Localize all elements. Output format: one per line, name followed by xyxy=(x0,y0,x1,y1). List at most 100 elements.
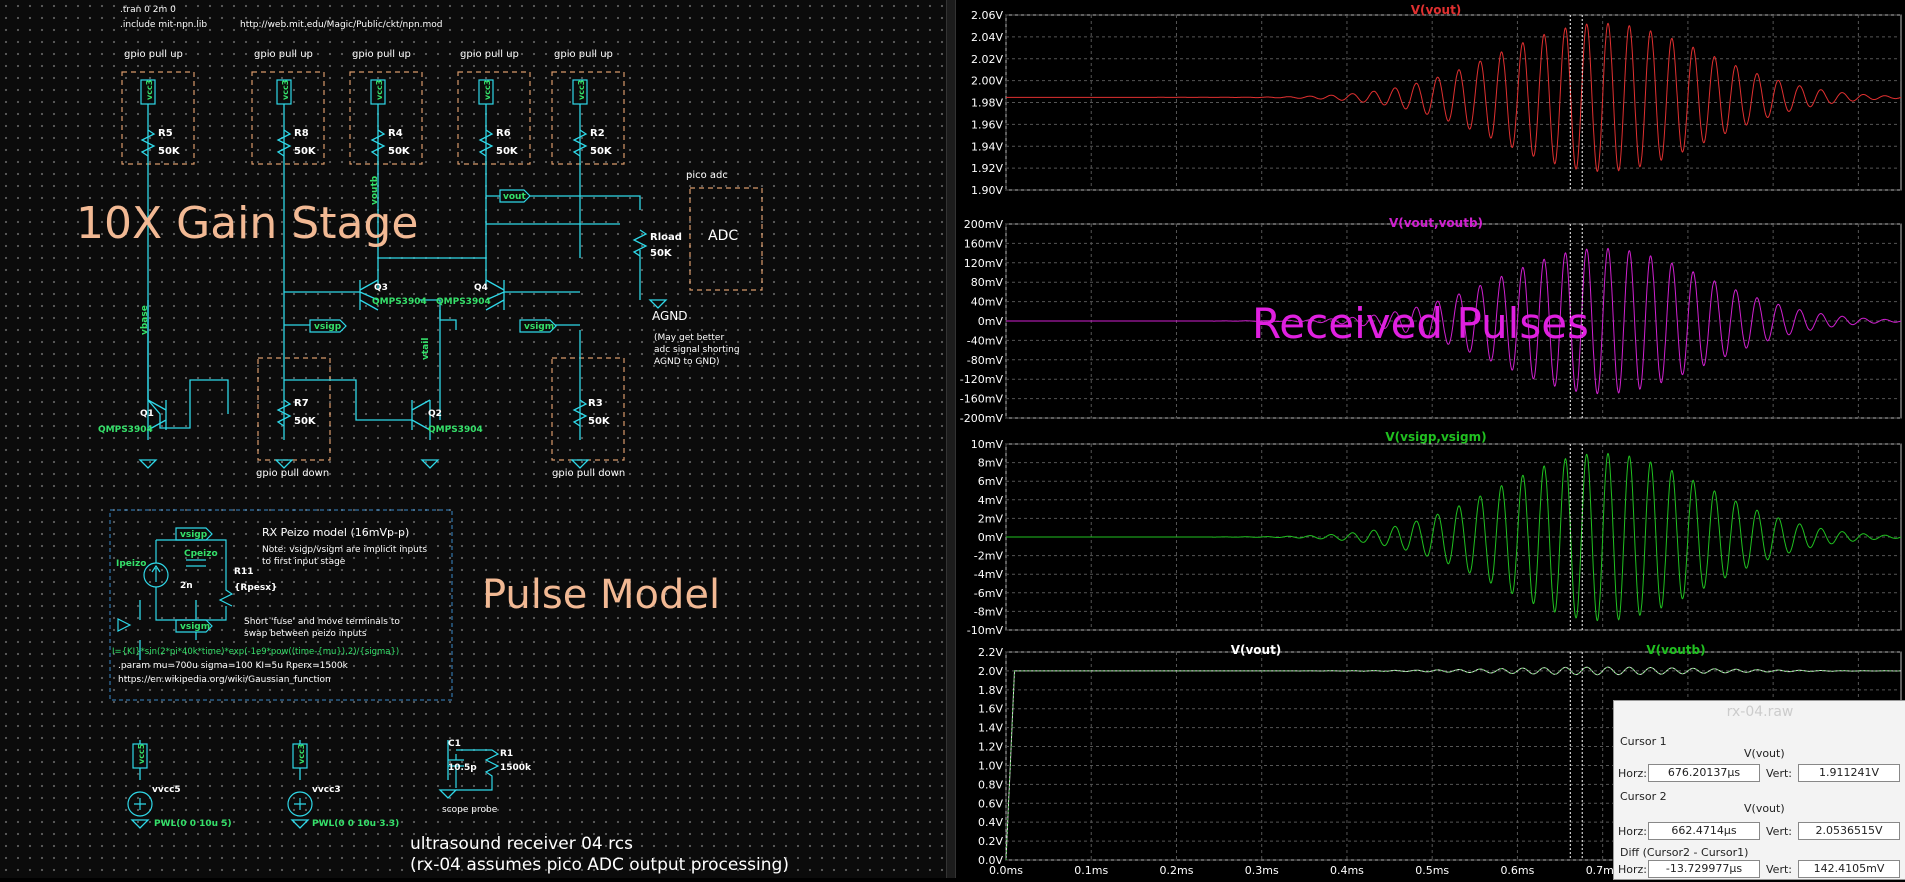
resistor-value[interactable]: 50K xyxy=(496,146,519,157)
cursor-window-title[interactable]: rx-04.raw xyxy=(1726,704,1794,720)
vcc-tag: vcc3 xyxy=(281,80,290,100)
cpeizo-label[interactable]: Cpeizo xyxy=(184,549,218,559)
resistor-value[interactable]: 50K xyxy=(294,146,317,157)
net-label-vsigp[interactable]: vsigp xyxy=(180,530,208,540)
transistor-model[interactable]: QMPS3904 xyxy=(428,425,483,435)
net-label-vsigm[interactable]: vsigm xyxy=(180,622,210,632)
source-pwl[interactable]: PWL(0 0 10u 5) xyxy=(154,819,232,829)
x-tick-label: 0.4ms xyxy=(1330,864,1364,877)
cursor2-vert-value[interactable]: 2.0536515V xyxy=(1798,822,1900,840)
plot-pane-vout[interactable]: 2.06V 2.04V 2.02V 2.00V 1.98V 1.96V 1.94V 1.92V… xyxy=(971,9,1902,197)
waveform-trace[interactable] xyxy=(1006,22,1902,172)
transistor-name[interactable]: Q1 xyxy=(140,409,154,419)
resistor-name[interactable]: R6 xyxy=(496,128,511,139)
y-tick-label: 0.6V xyxy=(978,797,1003,810)
trace-title-voutb[interactable]: V(voutb) xyxy=(1646,643,1705,657)
gain-stage-heading[interactable]: 10X Gain Stage xyxy=(76,198,419,249)
resistor-value[interactable]: 50K xyxy=(588,416,611,427)
plot-pane-input[interactable]: 10mV 8mV 6mV 4mV 2mV 0mV -2mV -4mV -6mV -8mV -10mV xyxy=(967,438,1902,637)
trace-title-vout[interactable]: V(vout) xyxy=(1411,3,1462,17)
net-label-voutb[interactable]: voutb xyxy=(370,175,380,205)
vcc-tag: vcc5 xyxy=(137,743,146,764)
plot-pane-differential[interactable]: 200mV 160mV 120mV 80mV 40mV 0mV -40mV -80mV -120… xyxy=(960,218,1902,425)
trace-title-input[interactable]: V(vsigp,vsigm) xyxy=(1385,430,1486,444)
cpeizo-value[interactable]: 2n xyxy=(180,581,193,591)
transistor-name[interactable]: Q2 xyxy=(428,409,442,419)
probe-res-value[interactable]: 1500k xyxy=(500,763,532,773)
cursor1-vert-value[interactable]: 1.911241V xyxy=(1798,764,1900,782)
resistor-name[interactable]: R8 xyxy=(294,128,309,139)
transistor-model[interactable]: QMPS3904 xyxy=(436,297,491,307)
resistor-name[interactable]: R2 xyxy=(590,128,605,139)
probe-res-name[interactable]: R1 xyxy=(500,749,513,759)
include-url[interactable]: http://web.mit.edu/Magic/Public/ckt/npn.… xyxy=(240,20,443,30)
waveform-trace-voutb[interactable] xyxy=(1005,666,1901,861)
adc-label[interactable]: ADC xyxy=(708,228,738,244)
schematic-canvas[interactable]: .tran 0 2m 0 .include mit-npn.lib http:/… xyxy=(0,0,946,878)
trace-title-differential[interactable]: V(vout,voutb) xyxy=(1389,216,1483,230)
resistor-value[interactable]: 50K xyxy=(158,146,181,157)
net-label-vout[interactable]: vout xyxy=(503,192,526,202)
y-tick-label: 0.4V xyxy=(978,816,1003,829)
cursor-window[interactable]: rx-04.raw Cursor 1 V(vout) Horz: 676.201… xyxy=(1613,700,1905,880)
y-tick-label: 0.0V xyxy=(978,854,1003,867)
y-tick-label: 2.06V xyxy=(971,9,1003,22)
pulse-model-heading[interactable]: Pulse Model xyxy=(482,572,721,618)
r11-value[interactable]: {Rpesx} xyxy=(234,583,277,593)
schematic-editor[interactable]: .tran 0 2m 0 .include mit-npn.lib http:/… xyxy=(0,0,946,878)
footer-title[interactable]: ultrasound receiver 04 rcs xyxy=(410,834,633,854)
param-directive[interactable]: .param mu=700u sigma=100 KI=5u Rperx=150… xyxy=(118,661,349,671)
tran-directive[interactable]: .tran 0 2m 0 xyxy=(120,5,176,15)
rload-value[interactable]: 50K xyxy=(650,248,673,259)
net-label-vtail[interactable]: vtail xyxy=(421,338,431,360)
y-tick-label: 120mV xyxy=(964,257,1004,270)
adc-note-line: (May get better xyxy=(654,333,724,343)
short-note: swap between peizo inputs xyxy=(244,629,367,639)
x-tick-label: 0.7ms xyxy=(1586,864,1620,877)
transistor-model[interactable]: QMPS3904 xyxy=(372,297,427,307)
y-tick-label: -8mV xyxy=(974,605,1004,618)
resistor-value[interactable]: 50K xyxy=(590,146,613,157)
resistor-name[interactable]: R7 xyxy=(294,398,309,409)
received-pulses-annotation[interactable]: Received Pulses xyxy=(1252,299,1589,348)
y-tick-label: 10mV xyxy=(971,438,1004,451)
include-directive[interactable]: .include mit-npn.lib xyxy=(120,20,207,30)
y-tick-label: -4mV xyxy=(974,568,1004,581)
rload-name[interactable]: Rload xyxy=(650,232,682,243)
footer-subtitle[interactable]: (rx-04 assumes pico ADC output processin… xyxy=(410,855,789,875)
transistor-name[interactable]: Q3 xyxy=(374,283,388,293)
resistor-value[interactable]: 50K xyxy=(294,416,317,427)
gaussian-link[interactable]: https://en.wikipedia.org/wiki/Gaussian_f… xyxy=(118,675,331,685)
source-equation[interactable]: I={KI}*sin(2*pi*40k*time)*exp(-1e9*pow((… xyxy=(112,647,399,657)
y-tick-label: 0.8V xyxy=(978,778,1003,791)
ipeizo-label[interactable]: Ipeizo xyxy=(116,559,146,569)
rx-model-title[interactable]: RX Peizo model (16mVp-p) xyxy=(262,526,409,539)
source-name[interactable]: vvcc5 xyxy=(152,785,181,795)
probe-cap-value[interactable]: 10.5p xyxy=(448,763,477,773)
net-label-vsigm[interactable]: vsigm xyxy=(524,322,554,332)
pane-splitter[interactable] xyxy=(946,0,956,878)
resistor-name[interactable]: R3 xyxy=(588,398,603,409)
rx-model-note: Note: vsigp/vsigm are implicit inputs xyxy=(262,545,427,555)
diff-vert-value[interactable]: 142.4105mV xyxy=(1798,860,1900,878)
transistor-name[interactable]: Q4 xyxy=(474,283,488,293)
resistor-name[interactable]: R5 xyxy=(158,128,173,139)
vcc-tag: vcc3 xyxy=(483,80,492,100)
r11-label[interactable]: R11 xyxy=(234,567,253,577)
transistor-model[interactable]: QMPS3904 xyxy=(98,425,153,435)
source-name[interactable]: vvcc3 xyxy=(312,785,341,795)
y-tick-label: -2mV xyxy=(974,550,1004,563)
cursor2-horz-value[interactable]: 662.4714µs xyxy=(1648,822,1760,840)
cursor1-horz-value[interactable]: 676.20137µs xyxy=(1648,764,1760,782)
trace-title-vout-pane4[interactable]: V(vout) xyxy=(1231,643,1282,657)
diff-horz-value[interactable]: -13.729977µs xyxy=(1648,860,1760,878)
net-label-vsigp[interactable]: vsigp xyxy=(314,322,342,332)
source-pwl[interactable]: PWL(0 0 10u 3.3) xyxy=(312,819,399,829)
vcc-tag: vcc3 xyxy=(375,80,384,100)
resistor-name[interactable]: R4 xyxy=(388,128,403,139)
net-label-vbase[interactable]: vbase xyxy=(140,305,150,335)
resistor-value[interactable]: 50K xyxy=(388,146,411,157)
probe-cap-name[interactable]: C1 xyxy=(448,739,461,749)
waveform-trace[interactable] xyxy=(1006,247,1902,395)
waveform-trace[interactable] xyxy=(1006,452,1902,622)
